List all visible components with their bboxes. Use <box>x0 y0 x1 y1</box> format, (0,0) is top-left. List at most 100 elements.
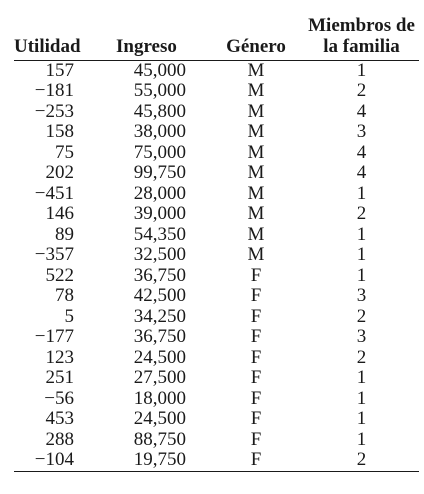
cell-ingreso: 36,750 <box>133 264 186 286</box>
cell-ingreso: 55,000 <box>133 80 186 101</box>
cell-genero: M <box>247 80 265 101</box>
cell-familia: 2 <box>356 80 367 101</box>
cell-utilidad: 123 <box>45 346 75 368</box>
cell-ingreso: 54,350 <box>133 223 186 245</box>
cell-genero: M <box>247 121 265 142</box>
table-row: 158 38,000 M 3 <box>14 121 419 143</box>
cell-ingreso: 75,000 <box>133 141 186 163</box>
cell-ingreso: 39,000 <box>133 203 186 224</box>
cell-familia: 1 <box>356 59 367 81</box>
cell-familia: 4 <box>356 100 367 122</box>
cell-utilidad: 89 <box>55 223 74 245</box>
cell-genero: M <box>247 141 265 163</box>
table-row: −181 55,000 M 2 <box>14 80 419 102</box>
cell-utilidad: 202 <box>45 162 75 183</box>
table-body: 157 45,000 M 1 −181 55,000 M 2 −253 45,800 M 4 158 38… <box>14 60 419 472</box>
cell-familia: 4 <box>356 141 367 163</box>
cell-utilidad: 522 <box>45 264 75 286</box>
cell-genero: M <box>247 203 265 224</box>
header-familia-line1: Miembros de <box>308 14 415 36</box>
table-row: 5 34,250 F 2 <box>14 305 419 328</box>
cell-utilidad: 453 <box>45 408 75 429</box>
table-header: Utilidad Ingreso Género Miembros de la f… <box>14 4 419 61</box>
cell-ingreso: 38,000 <box>133 121 186 142</box>
table-row: −253 45,800 M 4 <box>14 100 419 123</box>
table-row: −451 28,000 M 1 <box>14 182 419 205</box>
cell-genero: F <box>250 264 262 286</box>
cell-genero: F <box>208 449 304 472</box>
cell-genero: M <box>247 244 265 265</box>
table-row: 157 45,000 M 1 <box>14 60 419 81</box>
cell-familia: 1 <box>356 367 367 388</box>
cell-ingreso: 27,500 <box>133 367 186 388</box>
table-row: 89 54,350 M 1 <box>14 223 419 246</box>
header-genero: Género <box>208 4 304 61</box>
cell-genero: F <box>250 408 262 429</box>
table-row: −56 18,000 F 1 <box>14 387 419 410</box>
cell-genero: M <box>247 223 265 245</box>
cell-utilidad: −177 <box>34 326 74 347</box>
header-row: Utilidad Ingreso Género Miembros de la f… <box>14 4 419 61</box>
cell-familia: 2 <box>304 449 419 472</box>
cell-ingreso: 36,750 <box>133 326 186 347</box>
cell-utilidad: 78 <box>55 285 74 306</box>
cell-genero: F <box>250 367 262 388</box>
cell-familia: 3 <box>356 326 367 347</box>
table-row: 453 24,500 F 1 <box>14 408 419 430</box>
cell-ingreso: 24,500 <box>133 408 186 429</box>
cell-ingreso: 18,000 <box>133 387 186 409</box>
cell-ingreso: 45,800 <box>133 100 186 122</box>
cell-utilidad: 146 <box>45 203 75 224</box>
header-ingreso: Ingreso <box>110 4 208 61</box>
cell-ingreso: 19,750 <box>110 449 208 472</box>
cell-familia: 2 <box>356 346 367 368</box>
cell-familia: 3 <box>356 121 367 142</box>
cell-ingreso: 88,750 <box>133 428 186 450</box>
cell-utilidad: −451 <box>34 182 74 204</box>
cell-utilidad: −104 <box>14 449 110 472</box>
cell-familia: 2 <box>356 203 367 224</box>
table-row: 78 42,500 F 3 <box>14 285 419 307</box>
cell-utilidad: 158 <box>45 121 75 142</box>
cell-utilidad: 288 <box>45 428 75 450</box>
cell-utilidad: 157 <box>45 59 75 81</box>
cell-ingreso: 45,000 <box>133 59 186 81</box>
cell-genero: M <box>247 182 265 204</box>
cell-genero: M <box>247 100 265 122</box>
cell-familia: 1 <box>356 223 367 245</box>
cell-familia: 3 <box>356 285 367 306</box>
cell-familia: 1 <box>356 408 367 429</box>
header-familia: Miembros de la familia <box>304 4 419 61</box>
table-row: 522 36,750 F 1 <box>14 264 419 287</box>
cell-familia: 1 <box>356 264 367 286</box>
table-row: −177 36,750 F 3 <box>14 326 419 348</box>
cell-genero: M <box>247 162 265 183</box>
table-row: 146 39,000 M 2 <box>14 203 419 225</box>
cell-utilidad: 75 <box>55 141 74 163</box>
cell-ingreso: 34,250 <box>133 305 186 327</box>
table-row: 288 88,750 F 1 <box>14 428 419 451</box>
cell-ingreso: 99,750 <box>133 162 186 183</box>
cell-utilidad: −56 <box>44 387 74 409</box>
cell-familia: 1 <box>356 182 367 204</box>
cell-familia: 1 <box>356 428 367 450</box>
cell-ingreso: 32,500 <box>133 244 186 265</box>
table-row: −357 32,500 M 1 <box>14 244 419 266</box>
header-familia-line2: la familia <box>323 35 400 57</box>
cell-genero: F <box>250 326 262 347</box>
cell-genero: F <box>250 428 262 450</box>
cell-ingreso: 42,500 <box>133 285 186 306</box>
cell-genero: F <box>250 305 262 327</box>
table-row: 251 27,500 F 1 <box>14 367 419 389</box>
cell-genero: F <box>250 346 262 368</box>
cell-genero: F <box>250 387 262 409</box>
cell-ingreso: 24,500 <box>133 346 186 368</box>
data-table: Utilidad Ingreso Género Miembros de la f… <box>14 4 419 472</box>
cell-familia: 4 <box>356 162 367 183</box>
cell-utilidad: 5 <box>64 305 75 327</box>
cell-genero: F <box>250 285 262 306</box>
table-row: 202 99,750 M 4 <box>14 162 419 184</box>
table-row: 123 24,500 F 2 <box>14 346 419 369</box>
table-row: 75 75,000 M 4 <box>14 141 419 164</box>
